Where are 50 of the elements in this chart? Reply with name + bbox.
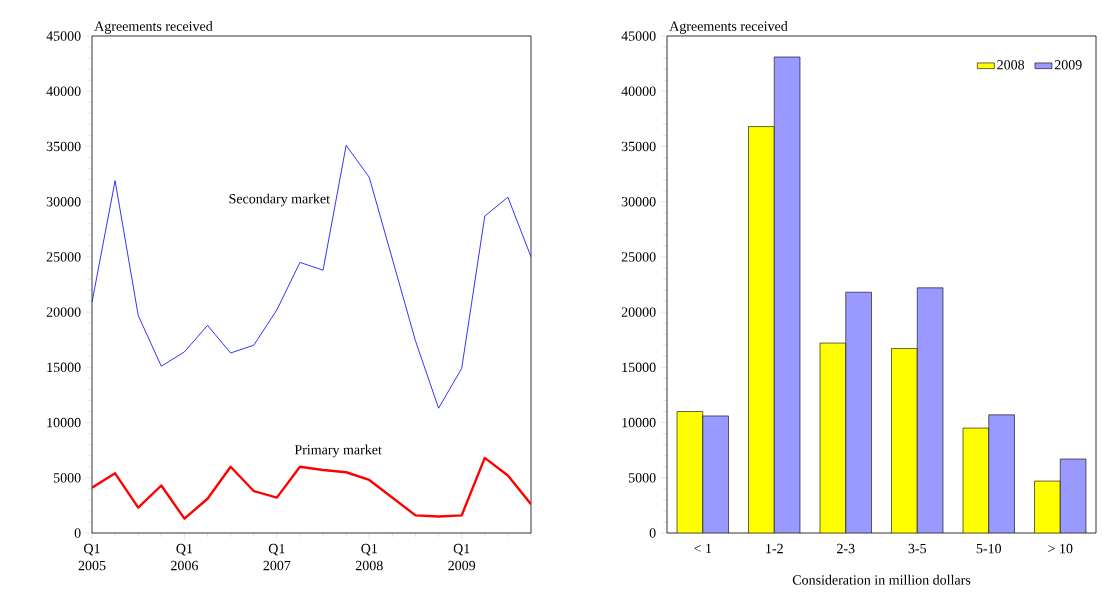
- x-tick-label: > 10: [1048, 543, 1073, 554]
- y-tick-label: 15000: [47, 362, 81, 373]
- x-tick-label: Q1 2005: [78, 543, 106, 571]
- bar: [820, 343, 846, 533]
- bar: [748, 126, 775, 533]
- y-tick-label: 10000: [47, 417, 81, 428]
- y-tick-label: 30000: [621, 196, 656, 207]
- x-tick-label: Q1 2007: [263, 543, 291, 571]
- x-tick-label: Q1 2008: [355, 543, 383, 571]
- x-tick-label: 3-5: [908, 543, 927, 554]
- x-tick-label: 1-2: [766, 543, 783, 554]
- y-tick-label: 30000: [46, 196, 81, 207]
- bar: [1034, 480, 1061, 533]
- y-tick-label: 40000: [621, 86, 656, 96]
- y-tick-label: 0: [74, 528, 81, 538]
- bar: [677, 411, 703, 533]
- bar: [774, 56, 800, 533]
- y-tick-label: 45000: [621, 31, 656, 41]
- legend-label: 2009: [1054, 60, 1082, 70]
- y-tick-label: 35000: [621, 141, 656, 152]
- x-axis-title: Consideration in million dollars: [792, 574, 971, 585]
- bar: [917, 287, 943, 533]
- y-tick-label: 0: [649, 528, 656, 538]
- y-tick-label: 25000: [46, 252, 81, 262]
- series-label: Primary market: [294, 444, 382, 458]
- y-tick-label: 40000: [46, 86, 81, 96]
- legend-label: 2008: [997, 60, 1025, 70]
- y-tick-label: 15000: [622, 362, 656, 373]
- bar: [702, 415, 729, 533]
- y-tick-label: 25000: [621, 252, 656, 262]
- x-tick-label: Q1 2006: [171, 543, 198, 571]
- x-tick-label: Q1 2009: [448, 543, 476, 571]
- bar: [891, 348, 918, 533]
- x-tick-label: 2-3: [837, 543, 855, 554]
- x-tick-label: < 1: [694, 543, 712, 554]
- x-tick-label: 5-10: [976, 543, 1002, 554]
- y-axis-title: Agreements received: [94, 21, 213, 34]
- y-tick-label: 45000: [46, 31, 81, 41]
- y-tick-label: 35000: [46, 141, 81, 152]
- y-tick-label: 20000: [46, 307, 81, 317]
- y-tick-label: 5000: [628, 473, 656, 483]
- bar: [988, 414, 1015, 533]
- bar: [845, 292, 872, 533]
- bar: [963, 428, 989, 533]
- series-label: Secondary market: [229, 193, 330, 207]
- y-tick-label: 5000: [53, 473, 81, 483]
- y-axis-title: Agreements received: [669, 21, 788, 34]
- y-tick-label: 20000: [621, 307, 656, 317]
- bar: [1059, 458, 1087, 533]
- y-tick-label: 10000: [622, 417, 656, 428]
